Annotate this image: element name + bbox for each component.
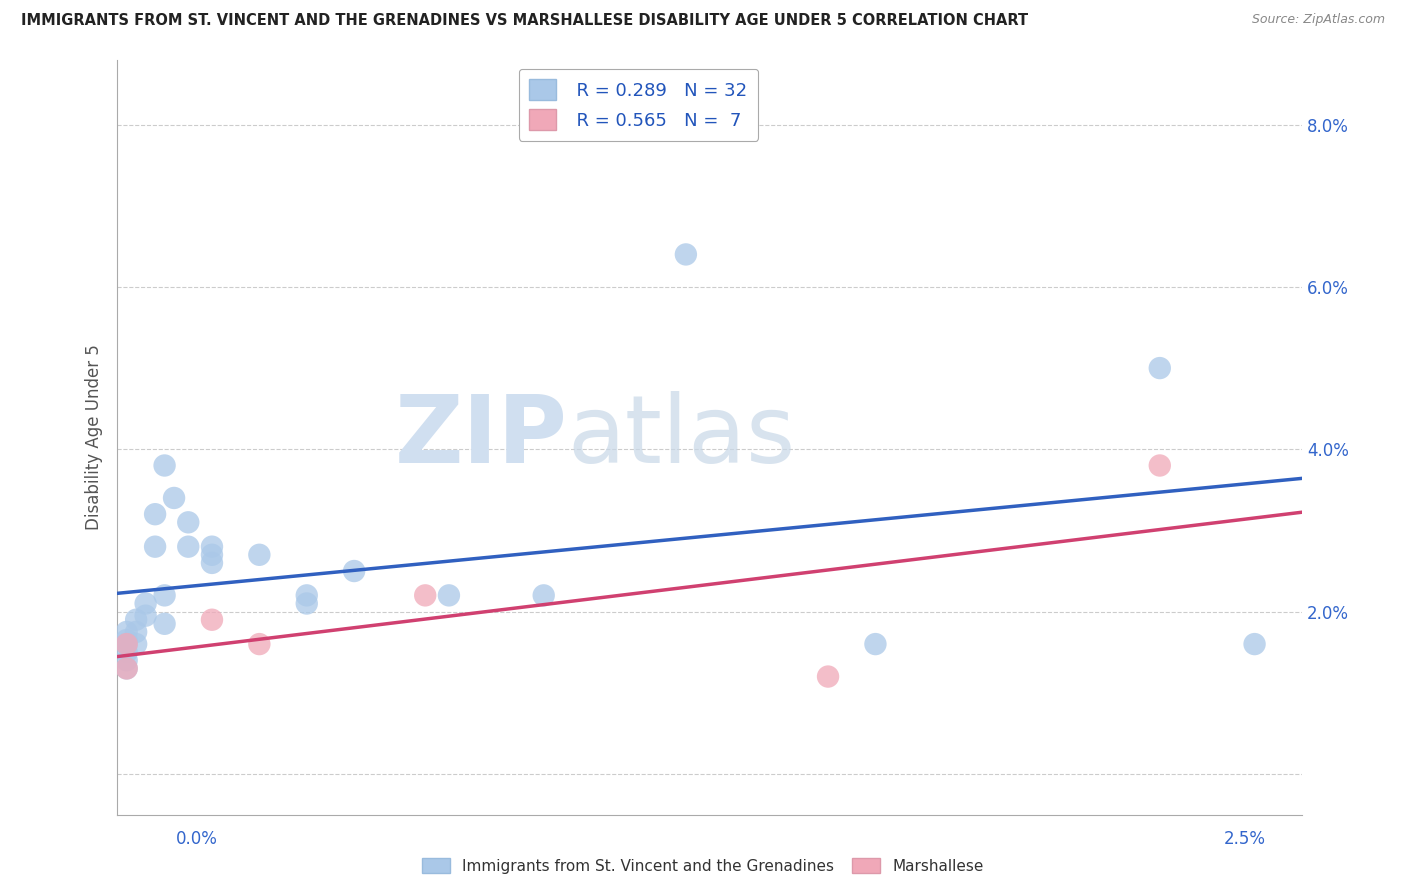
Point <box>143 540 166 554</box>
Point <box>115 637 138 651</box>
Text: atlas: atlas <box>568 391 796 483</box>
Point <box>533 588 555 602</box>
Legend:   R = 0.289   N = 32,   R = 0.565   N =  7: R = 0.289 N = 32, R = 0.565 N = 7 <box>519 69 758 141</box>
Text: 0.0%: 0.0% <box>176 830 218 847</box>
Point <box>201 556 224 570</box>
Point <box>163 491 186 505</box>
Point <box>201 613 224 627</box>
Point <box>115 633 138 648</box>
Point <box>1149 361 1171 376</box>
Point <box>177 540 200 554</box>
Point <box>115 661 138 675</box>
Point <box>115 624 138 639</box>
Point <box>143 507 166 521</box>
Point <box>437 588 460 602</box>
Point <box>115 637 138 651</box>
Text: 2.5%: 2.5% <box>1223 830 1265 847</box>
Point <box>247 637 270 651</box>
Point <box>295 588 318 602</box>
Point <box>1243 637 1265 651</box>
Point <box>115 653 138 667</box>
Text: ZIP: ZIP <box>395 391 568 483</box>
Point <box>125 637 148 651</box>
Point <box>817 669 839 683</box>
Point <box>153 458 176 473</box>
Point <box>413 588 436 602</box>
Point <box>153 616 176 631</box>
Point <box>675 247 697 261</box>
Y-axis label: Disability Age Under 5: Disability Age Under 5 <box>86 344 103 530</box>
Text: IMMIGRANTS FROM ST. VINCENT AND THE GRENADINES VS MARSHALLESE DISABILITY AGE UND: IMMIGRANTS FROM ST. VINCENT AND THE GREN… <box>21 13 1028 29</box>
Point <box>135 597 157 611</box>
Point <box>1149 458 1171 473</box>
Point <box>153 588 176 602</box>
Point <box>115 645 138 659</box>
Point <box>177 516 200 530</box>
Point <box>125 613 148 627</box>
Point <box>201 548 224 562</box>
Point <box>247 548 270 562</box>
Point <box>295 597 318 611</box>
Point <box>865 637 887 651</box>
Point <box>115 661 138 675</box>
Point <box>201 540 224 554</box>
Legend: Immigrants from St. Vincent and the Grenadines, Marshallese: Immigrants from St. Vincent and the Gren… <box>416 852 990 880</box>
Point <box>135 608 157 623</box>
Point <box>343 564 366 578</box>
Point <box>125 624 148 639</box>
Text: Source: ZipAtlas.com: Source: ZipAtlas.com <box>1251 13 1385 27</box>
